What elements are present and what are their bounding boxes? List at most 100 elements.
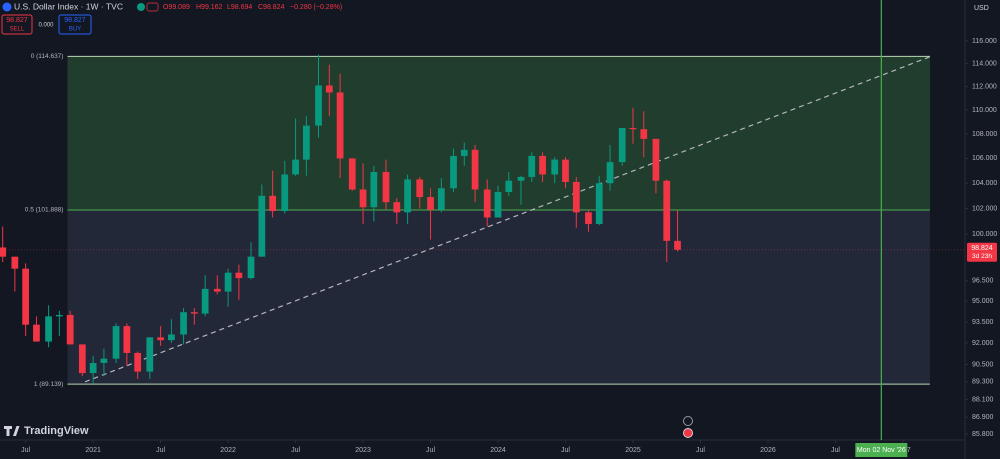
candle-body bbox=[640, 129, 648, 139]
fib-zone-upper bbox=[67, 56, 930, 210]
x-tick-label: Jul bbox=[426, 447, 435, 454]
y-tick-label: 100.000 bbox=[972, 231, 997, 238]
sell-button[interactable] bbox=[1, 14, 33, 35]
candle-body bbox=[0, 247, 7, 257]
candle-body bbox=[437, 188, 445, 210]
candle-body bbox=[224, 272, 232, 292]
candle-body bbox=[370, 171, 378, 208]
candle-body bbox=[56, 314, 63, 317]
symbol: U.S. Dollar Index · 1W · TVC bbox=[14, 1, 123, 11]
y-tick-label: 85.800 bbox=[972, 431, 994, 438]
candle-body bbox=[629, 128, 637, 130]
candle-body bbox=[247, 256, 255, 279]
x-tick-label: Jul bbox=[21, 447, 30, 454]
candle-body bbox=[146, 337, 154, 372]
event-icon[interactable] bbox=[683, 416, 693, 426]
logo: TradingView bbox=[4, 425, 89, 437]
candle-body bbox=[359, 189, 367, 208]
candle-body bbox=[427, 197, 434, 210]
price-tag-countdown: 3d 23h bbox=[972, 253, 992, 260]
candle-body bbox=[123, 326, 131, 353]
candle-body bbox=[66, 314, 74, 345]
candle-body bbox=[22, 268, 30, 325]
buy-label: BUY bbox=[69, 27, 81, 33]
ohlc-high: H99.162 bbox=[196, 4, 223, 11]
candle-body bbox=[281, 174, 289, 212]
x-tick-label: 2025 bbox=[625, 447, 641, 454]
x-tick-label: Jul bbox=[156, 447, 165, 454]
candle-body bbox=[595, 183, 603, 224]
candle-body bbox=[325, 85, 333, 93]
buy-price: 98.827 bbox=[64, 17, 86, 24]
candle-body bbox=[517, 176, 525, 181]
candle-body bbox=[652, 138, 660, 181]
status-badge bbox=[146, 2, 159, 12]
candle-body bbox=[382, 171, 390, 203]
sell-label: SELL bbox=[10, 27, 25, 33]
candle-body bbox=[134, 352, 142, 372]
candle-body bbox=[460, 149, 468, 156]
buy-button[interactable] bbox=[58, 14, 92, 35]
candle-body bbox=[157, 337, 164, 341]
candle-body bbox=[269, 195, 277, 212]
candle-body bbox=[315, 85, 322, 126]
candle-body bbox=[180, 312, 187, 335]
y-tick-label: 93.500 bbox=[972, 319, 994, 326]
y-tick-label: 90.500 bbox=[972, 361, 994, 368]
event-icon[interactable] bbox=[683, 428, 693, 438]
candle-body bbox=[416, 179, 424, 198]
brand: TradingView bbox=[24, 425, 89, 437]
candle-body bbox=[393, 202, 401, 213]
fib-zone-lower bbox=[67, 209, 930, 385]
candle-body bbox=[11, 256, 19, 269]
status-dot bbox=[137, 3, 145, 11]
x-tick-label: Jul bbox=[561, 447, 570, 454]
candle-body bbox=[606, 162, 614, 184]
candle-body bbox=[663, 180, 671, 241]
candle-body bbox=[572, 181, 580, 213]
candle-body bbox=[112, 326, 120, 359]
candle-body bbox=[551, 159, 559, 175]
x-tick-label: Jul bbox=[696, 447, 705, 454]
spread: 0.000 bbox=[38, 23, 54, 29]
candle-body bbox=[292, 159, 299, 175]
candle-body bbox=[494, 192, 502, 218]
candle-body bbox=[78, 344, 86, 374]
y-tick-label: 86.900 bbox=[972, 414, 994, 421]
ohlc-close: C98.824 bbox=[258, 4, 285, 11]
candle-body bbox=[539, 155, 546, 175]
x-tick-label: 2024 bbox=[490, 447, 506, 454]
price-tag bbox=[967, 242, 997, 262]
y-tick-label: 104.000 bbox=[972, 180, 997, 187]
y-tick-label: 110.000 bbox=[972, 107, 997, 114]
x-tick-label: 2023 bbox=[355, 447, 371, 454]
fib-label: 0.5 (101.888) bbox=[25, 207, 64, 214]
y-tick-label: 116.000 bbox=[972, 38, 997, 45]
sell-price: 98.827 bbox=[6, 17, 28, 24]
candle-body bbox=[585, 212, 592, 224]
x-tick-label: Jul bbox=[831, 447, 840, 454]
candle-body bbox=[201, 288, 209, 314]
candle-body bbox=[562, 159, 569, 182]
x-tick-label: 2021 bbox=[85, 447, 101, 454]
candle-body bbox=[618, 128, 626, 163]
candle-body bbox=[336, 92, 344, 159]
candle-body bbox=[190, 312, 198, 314]
price-tag-value: 98.824 bbox=[971, 245, 993, 252]
candle-body bbox=[168, 334, 175, 341]
y-tick-label: 112.000 bbox=[972, 83, 997, 90]
y-tick-label: 102.000 bbox=[972, 205, 997, 212]
x-tick-label: 2026 bbox=[760, 447, 776, 454]
y-tick-label: 96.500 bbox=[972, 278, 994, 285]
ohlc-low: L98.694 bbox=[227, 4, 252, 11]
plot: 0 (114.637) 0.5 (101.888) 1 (89.139) bbox=[0, 53, 965, 388]
candle-body bbox=[450, 155, 457, 189]
candle-body bbox=[348, 158, 356, 190]
currency[interactable]: USD bbox=[974, 5, 989, 12]
event-icons bbox=[683, 416, 693, 438]
y-tick-label: 106.000 bbox=[972, 155, 997, 162]
y-tick-label: 92.000 bbox=[972, 340, 994, 347]
candle-body bbox=[674, 240, 681, 250]
y-tick-label: 88.100 bbox=[972, 396, 994, 403]
